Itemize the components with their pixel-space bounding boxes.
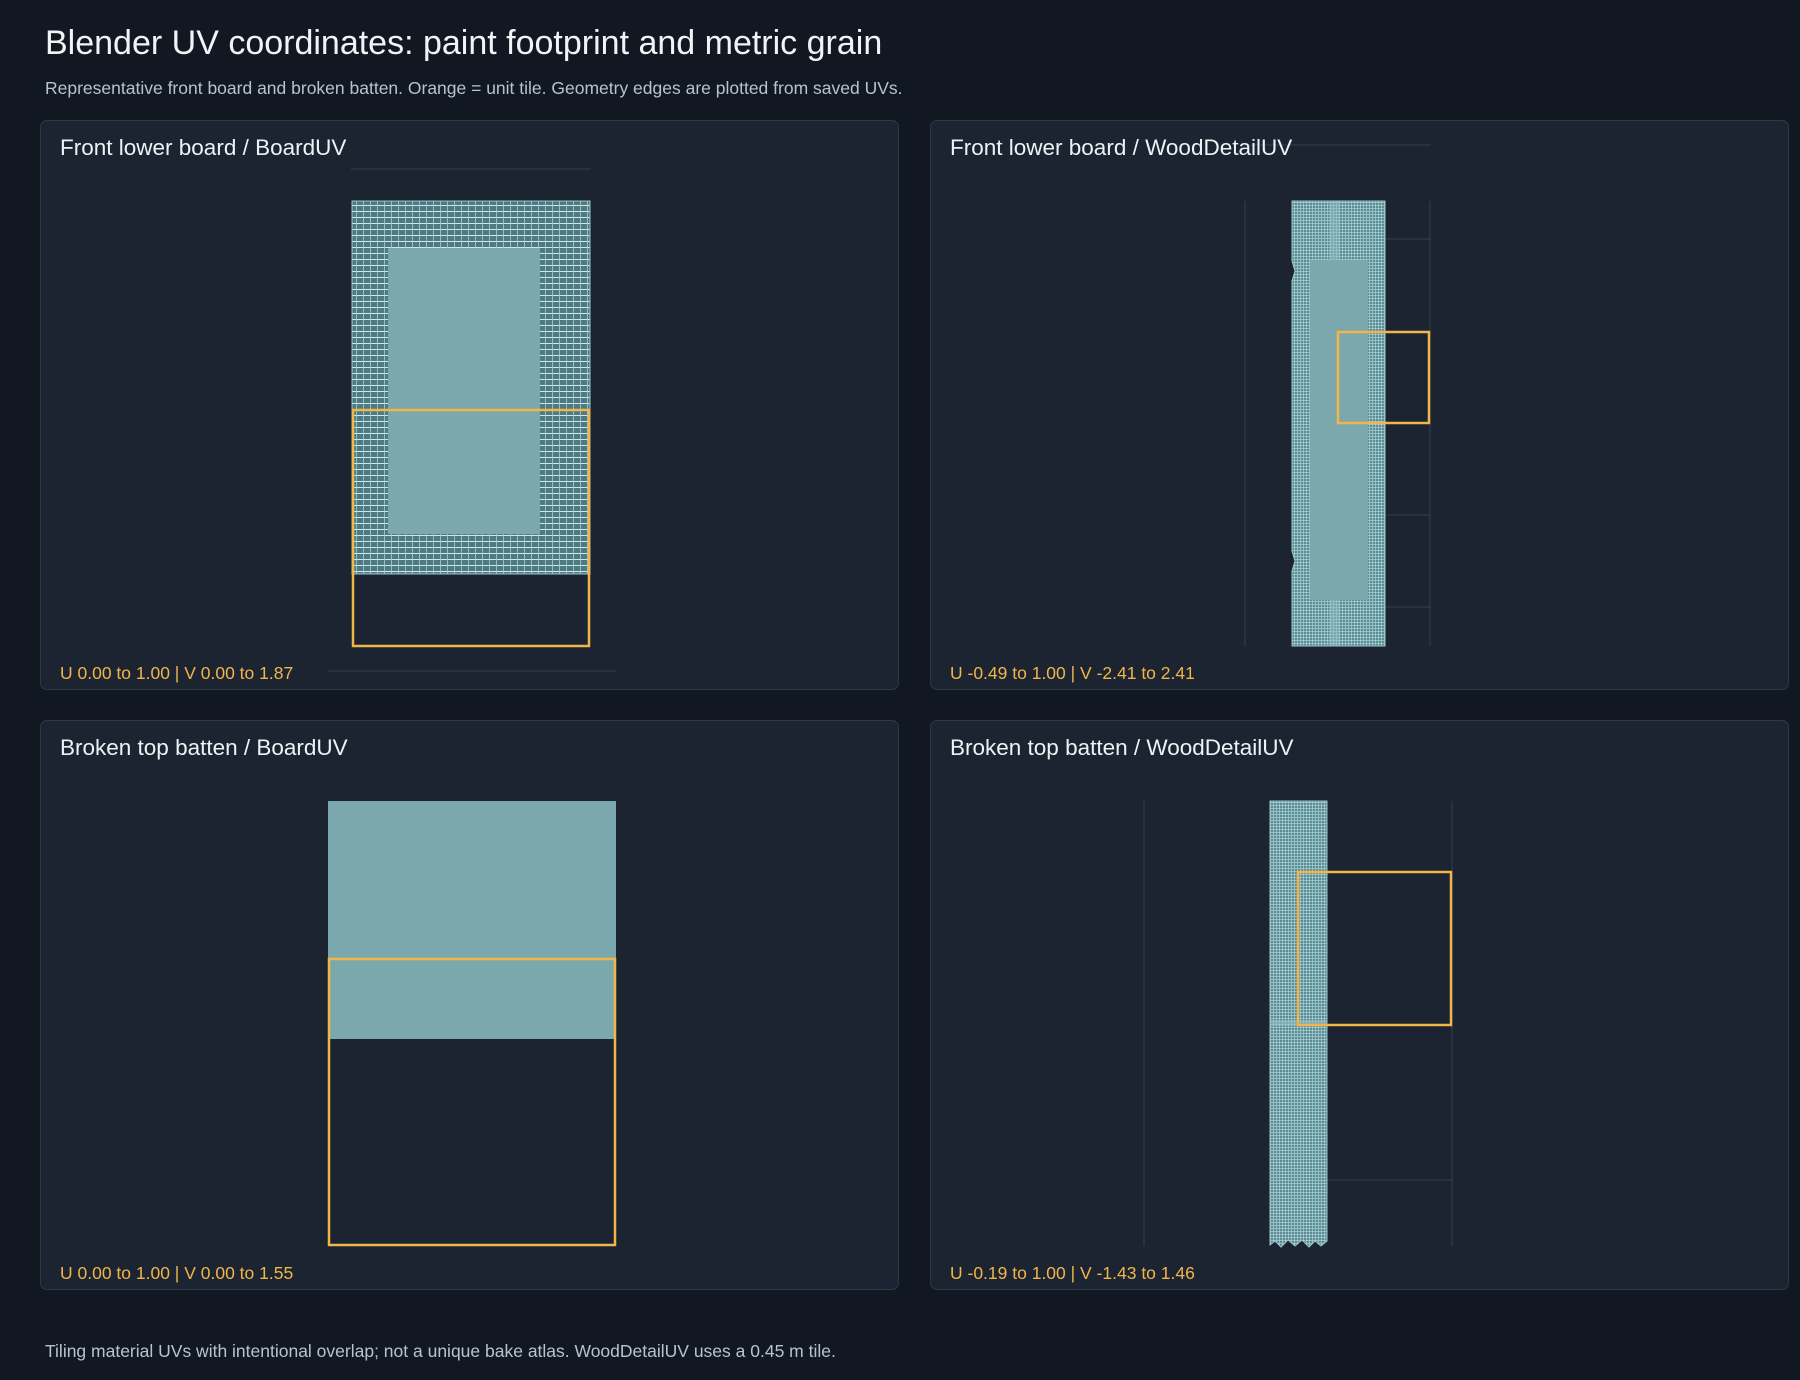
uv-range-label: U 0.00 to 1.00 | V 0.00 to 1.55 xyxy=(60,1263,294,1283)
uv-panel-batten-boarduv: Broken top batten / BoardUV U 0.00 to 1.… xyxy=(40,720,899,1290)
uv-plot xyxy=(1143,800,1453,1248)
panel-title: Front lower board / BoardUV xyxy=(60,135,347,160)
uv-plot xyxy=(327,801,617,1247)
uv-range-label: U -0.19 to 1.00 | V -1.43 to 1.46 xyxy=(950,1263,1195,1283)
page-subtitle: Representative front board and broken ba… xyxy=(45,78,903,98)
panel-title: Broken top batten / WoodDetailUV xyxy=(950,735,1294,760)
uv-island-solid xyxy=(388,248,540,534)
unit-tile xyxy=(327,957,617,1247)
uv-panel-front-board-wooddetailuv: Front lower board / WoodDetailUV U -0.49… xyxy=(930,120,1789,690)
uv-range-label: U 0.00 to 1.00 | V 0.00 to 1.87 xyxy=(60,663,294,683)
unit-tile xyxy=(351,408,591,648)
panel-title: Broken top batten / BoardUV xyxy=(60,735,348,760)
uv-island-solid xyxy=(1310,260,1368,600)
uv-range-label: U -0.49 to 1.00 | V -2.41 to 2.41 xyxy=(950,663,1195,683)
footer-note: Tiling material UVs with intentional ove… xyxy=(45,1341,836,1361)
uv-panel-batten-wooddetailuv: Broken top batten / WoodDetailUV U -0.19… xyxy=(930,720,1789,1290)
unit-tile xyxy=(1296,870,1453,1027)
uv-panel-front-board-boarduv: Front lower board / BoardUV U 0.00 to 1.… xyxy=(40,120,899,690)
unit-tile xyxy=(1336,330,1431,425)
uv-plot xyxy=(328,168,616,672)
panel-title: Front lower board / WoodDetailUV xyxy=(950,135,1293,160)
uv-island-grid-outline xyxy=(351,200,591,575)
page-title: Blender UV coordinates: paint footprint … xyxy=(45,24,883,62)
uv-plot xyxy=(1244,144,1431,647)
uv-island-solid xyxy=(328,801,616,1039)
